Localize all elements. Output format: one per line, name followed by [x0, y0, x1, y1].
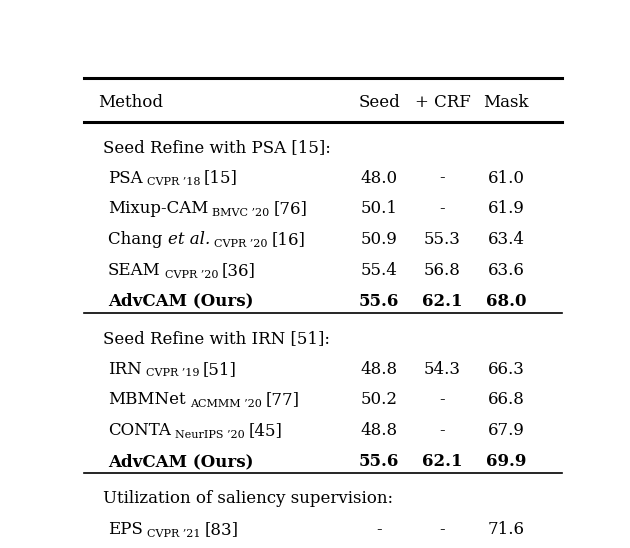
Text: 62.1: 62.1 [422, 293, 463, 310]
Text: CVPR ’19: CVPR ’19 [146, 368, 199, 378]
Text: NeurIPS ’20: NeurIPS ’20 [175, 430, 244, 440]
Text: 56.8: 56.8 [424, 262, 461, 279]
Text: 61.0: 61.0 [488, 169, 524, 186]
Text: AdvCAM (Ours): AdvCAM (Ours) [108, 453, 253, 470]
Text: 54.3: 54.3 [424, 361, 461, 378]
Text: -: - [440, 169, 445, 186]
Text: Mixup-CAM: Mixup-CAM [108, 201, 209, 218]
Text: [76]: [76] [273, 201, 307, 218]
Text: Mask: Mask [483, 94, 529, 111]
Text: [36]: [36] [222, 262, 256, 279]
Text: PSA: PSA [108, 169, 142, 186]
Text: 66.3: 66.3 [488, 361, 524, 378]
Text: + CRF: + CRF [415, 94, 471, 111]
Text: 62.1: 62.1 [422, 453, 463, 470]
Text: SEAM: SEAM [108, 262, 161, 279]
Text: 67.9: 67.9 [488, 423, 524, 439]
Text: -: - [440, 391, 445, 408]
Text: MBMNet: MBMNet [108, 391, 186, 408]
Text: 55.6: 55.6 [359, 293, 399, 310]
Text: IRN: IRN [108, 361, 142, 378]
Text: et al.: et al. [168, 231, 210, 248]
Text: 55.6: 55.6 [359, 453, 399, 470]
Text: 66.8: 66.8 [488, 391, 524, 408]
Text: Seed Refine with PSA [15]:: Seed Refine with PSA [15]: [103, 139, 331, 156]
Text: 48.8: 48.8 [360, 423, 398, 439]
Text: 61.9: 61.9 [488, 201, 524, 218]
Text: [83]: [83] [204, 521, 238, 538]
Text: 50.2: 50.2 [360, 391, 398, 408]
Text: 71.6: 71.6 [488, 521, 524, 538]
Text: 55.4: 55.4 [360, 262, 398, 279]
Text: -: - [440, 521, 445, 538]
Text: [16]: [16] [272, 231, 305, 248]
Text: Seed: Seed [358, 94, 400, 111]
Text: CVPR ’20: CVPR ’20 [214, 239, 267, 249]
Text: BMVC ’20: BMVC ’20 [212, 208, 270, 218]
Text: -: - [440, 423, 445, 439]
Text: 69.9: 69.9 [486, 453, 526, 470]
Text: 68.0: 68.0 [486, 293, 526, 310]
Text: CVPR ’21: CVPR ’21 [147, 529, 200, 539]
Text: AdvCAM (Ours): AdvCAM (Ours) [108, 293, 253, 310]
Text: 50.9: 50.9 [360, 231, 398, 248]
Text: 55.3: 55.3 [424, 231, 461, 248]
Text: 48.8: 48.8 [360, 361, 398, 378]
Text: [45]: [45] [248, 423, 282, 439]
Text: Seed Refine with IRN [51]:: Seed Refine with IRN [51]: [103, 330, 330, 347]
Text: Method: Method [98, 94, 163, 111]
Text: CONTA: CONTA [108, 423, 171, 439]
Text: -: - [376, 521, 382, 538]
Text: Chang: Chang [108, 231, 168, 248]
Text: [77]: [77] [265, 391, 299, 408]
Text: CVPR ’20: CVPR ’20 [164, 270, 218, 279]
Text: CVPR ’18: CVPR ’18 [147, 177, 200, 187]
Text: ACMMM ’20: ACMMM ’20 [190, 399, 261, 409]
Text: -: - [440, 201, 445, 218]
Text: EPS: EPS [108, 521, 143, 538]
Text: Utilization of saliency supervision:: Utilization of saliency supervision: [103, 490, 393, 507]
Text: 63.6: 63.6 [488, 262, 524, 279]
Text: 50.1: 50.1 [360, 201, 398, 218]
Text: [15]: [15] [204, 169, 238, 186]
Text: 48.0: 48.0 [360, 169, 398, 186]
Text: 63.4: 63.4 [488, 231, 524, 248]
Text: [51]: [51] [203, 361, 237, 378]
